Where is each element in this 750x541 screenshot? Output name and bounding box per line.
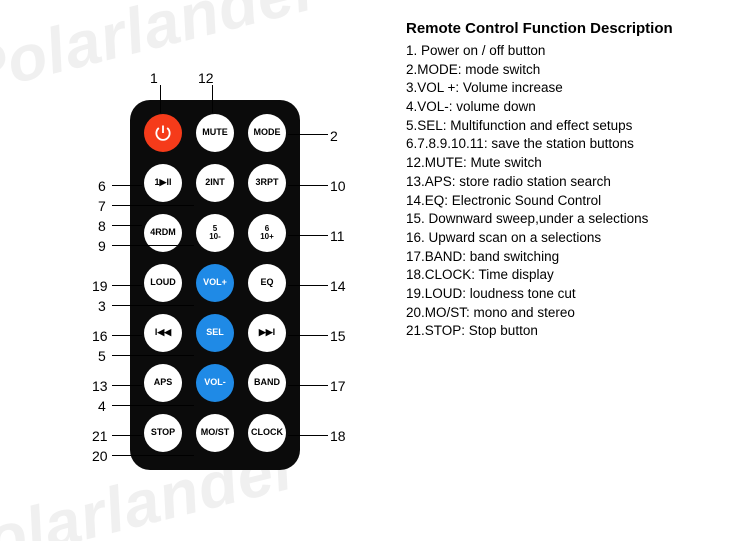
- callout-line-8: [112, 225, 142, 226]
- description-panel: Remote Control Function Description 1. P…: [406, 20, 744, 342]
- description-line-5: 5.SEL: Multifunction and effect setups: [406, 118, 744, 133]
- callout-line-6: [112, 185, 142, 186]
- callout-line-7: [112, 205, 194, 206]
- callout-line-1: [160, 85, 161, 113]
- callout-number-6: 6: [98, 178, 106, 194]
- remote-button-prev: I◀◀: [144, 314, 182, 352]
- remote-button-3rpt: 3RPT: [248, 164, 286, 202]
- callout-number-11: 11: [330, 228, 345, 244]
- description-line-12: 17.BAND: band switching: [406, 249, 744, 264]
- callout-number-8: 8: [98, 218, 106, 234]
- callout-number-7: 7: [98, 198, 106, 214]
- remote-button-stop: STOP: [144, 414, 182, 452]
- remote-button-volp: VOL+: [196, 264, 234, 302]
- remote-button-loud: LOUD: [144, 264, 182, 302]
- callout-line-20: [112, 455, 194, 456]
- callout-number-1: 1: [150, 70, 158, 86]
- callout-number-20: 20: [92, 448, 108, 464]
- remote-button-volm: VOL-: [196, 364, 234, 402]
- remote-button-aps: APS: [144, 364, 182, 402]
- description-line-2: 2.MODE: mode switch: [406, 62, 744, 77]
- remote-button-band: BAND: [248, 364, 286, 402]
- remote-button-power: [144, 114, 182, 152]
- callout-line-3: [112, 305, 194, 306]
- callout-number-9: 9: [98, 238, 106, 254]
- callout-number-5: 5: [98, 348, 106, 364]
- remote-diagram: MUTE MODE 1▶II 2INT 3RPT 4RDM 5 10- 6 10+ LOUD VO…: [20, 30, 390, 530]
- power-icon: [153, 123, 173, 143]
- callout-number-2: 2: [330, 128, 338, 144]
- remote-body: MUTE MODE 1▶II 2INT 3RPT 4RDM 5 10- 6 10+ LOUD VO…: [130, 100, 300, 470]
- description-title: Remote Control Function Description: [406, 20, 744, 37]
- description-line-15: 20.MO/ST: mono and stereo: [406, 305, 744, 320]
- callout-number-18: 18: [330, 428, 346, 444]
- callout-line-19: [112, 285, 142, 286]
- remote-button-eq: EQ: [248, 264, 286, 302]
- callout-number-15: 15: [330, 328, 346, 344]
- description-line-4: 4.VOL-: volume down: [406, 99, 744, 114]
- callout-line-18: [288, 435, 328, 436]
- remote-button-5-10m: 5 10-: [196, 214, 234, 252]
- description-line-11: 16. Upward scan on a selections: [406, 230, 744, 245]
- description-line-10: 15. Downward sweep,under a selections: [406, 211, 744, 226]
- remote-button-clock: CLOCK: [248, 414, 286, 452]
- remote-button-next: ▶▶I: [248, 314, 286, 352]
- callout-line-16: [112, 335, 142, 336]
- remote-button-6-10p: 6 10+: [248, 214, 286, 252]
- callout-line-5: [112, 355, 194, 356]
- description-line-6: 6.7.8.9.10.11: save the station buttons: [406, 136, 744, 151]
- callout-number-21: 21: [92, 428, 108, 444]
- description-line-7: 12.MUTE: Mute switch: [406, 155, 744, 170]
- callout-number-3: 3: [98, 298, 106, 314]
- remote-button-1play: 1▶II: [144, 164, 182, 202]
- callout-line-13: [112, 385, 142, 386]
- callout-number-4: 4: [98, 398, 106, 414]
- description-line-3: 3.VOL +: Volume increase: [406, 80, 744, 95]
- callout-number-13: 13: [92, 378, 108, 394]
- description-line-14: 19.LOUD: loudness tone cut: [406, 286, 744, 301]
- callout-line-4: [112, 405, 194, 406]
- callout-number-16: 16: [92, 328, 108, 344]
- description-line-13: 18.CLOCK: Time display: [406, 267, 744, 282]
- callout-line-10: [288, 185, 328, 186]
- remote-button-4rdm: 4RDM: [144, 214, 182, 252]
- description-line-9: 14.EQ: Electronic Sound Control: [406, 193, 744, 208]
- description-line-1: 1. Power on / off button: [406, 43, 744, 58]
- description-lines: 1. Power on / off button 2.MODE: mode swi…: [406, 43, 744, 338]
- callout-number-19: 19: [92, 278, 108, 294]
- callout-line-12: [212, 85, 213, 113]
- callout-line-15: [288, 335, 328, 336]
- callout-number-17: 17: [330, 378, 346, 394]
- callout-number-10: 10: [330, 178, 346, 194]
- callout-line-2: [288, 134, 328, 135]
- callout-number-12: 12: [198, 70, 214, 86]
- callout-line-21: [112, 435, 142, 436]
- callout-number-14: 14: [330, 278, 346, 294]
- remote-button-2int: 2INT: [196, 164, 234, 202]
- remote-button-most: MO/ST: [196, 414, 234, 452]
- remote-button-mode: MODE: [248, 114, 286, 152]
- callout-line-14: [288, 285, 328, 286]
- callout-line-9: [112, 245, 194, 246]
- root: Polarlander Polarlander MUTEMODE1▶II2INT…: [0, 0, 750, 541]
- callout-line-11: [288, 235, 328, 236]
- description-line-8: 13.APS: store radio station search: [406, 174, 744, 189]
- description-line-16: 21.STOP: Stop button: [406, 323, 744, 338]
- remote-button-sel: SEL: [196, 314, 234, 352]
- remote-button-mute: MUTE: [196, 114, 234, 152]
- callout-line-17: [288, 385, 328, 386]
